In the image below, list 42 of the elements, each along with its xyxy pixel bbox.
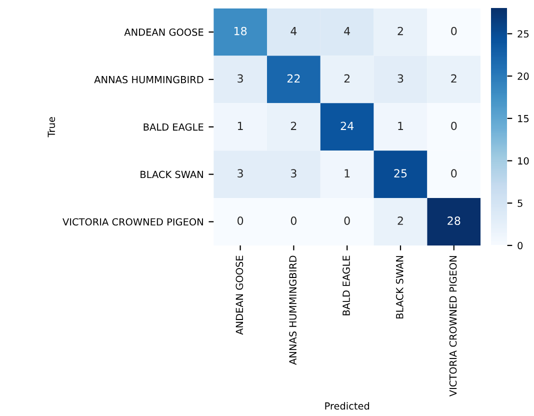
data-label: 18 <box>234 26 247 36</box>
y-axis-title: True <box>48 117 56 138</box>
data-label: 1 <box>238 122 243 130</box>
color-bar-label: 5 <box>518 200 522 207</box>
data-label: 22 <box>287 74 300 83</box>
data-label: 3 <box>291 169 296 178</box>
y-tick-label: BLACK SWAN <box>140 170 203 178</box>
x-axis-title: Predicted <box>325 402 370 410</box>
data-label: 1 <box>398 122 404 130</box>
data-label: 4 <box>290 26 297 36</box>
x-tick-label: BALD EAGLE <box>342 256 350 316</box>
data-label: 2 <box>344 74 350 83</box>
color-bar-label: 10 <box>518 157 529 165</box>
data-label: 4 <box>344 26 350 36</box>
data-label: 0 <box>238 216 244 225</box>
data-label: 2 <box>398 26 403 36</box>
data-label: 0 <box>451 26 457 36</box>
data-label: 3 <box>238 74 243 83</box>
data-label: 3 <box>238 169 243 178</box>
y-tick-label: ANDEAN GOOSE <box>124 28 204 36</box>
y-tick-label: ANNAS HUMMINGBIRD <box>94 76 204 84</box>
color-bar-label: 15 <box>518 115 529 122</box>
data-label: 3 <box>398 74 404 83</box>
color-bar-label: 20 <box>518 72 529 80</box>
color-bar-label: 25 <box>518 30 529 38</box>
x-tick-label: VICTORIA CROWNED PIGEON <box>449 256 457 396</box>
data-label: 2 <box>290 122 296 130</box>
x-tick-label: BLACK SWAN <box>396 256 404 318</box>
x-tick-label: ANNAS HUMMINGBIRD <box>289 256 297 365</box>
data-label: 0 <box>451 169 457 178</box>
data-label: 2 <box>451 74 456 83</box>
data-label: 1 <box>344 169 350 178</box>
data-label: 0 <box>290 216 296 225</box>
y-tick-label: BALD EAGLE <box>144 123 204 131</box>
y-tick-label: VICTORIA CROWNED PIGEON <box>62 218 203 226</box>
data-label: 2 <box>398 216 403 225</box>
data-label: 0 <box>451 122 457 130</box>
data-label: 0 <box>344 216 350 225</box>
color-bar-label: 0 <box>518 242 523 250</box>
data-label: 24 <box>340 122 354 130</box>
data-label: 28 <box>448 216 460 225</box>
data-label: 25 <box>394 169 407 178</box>
